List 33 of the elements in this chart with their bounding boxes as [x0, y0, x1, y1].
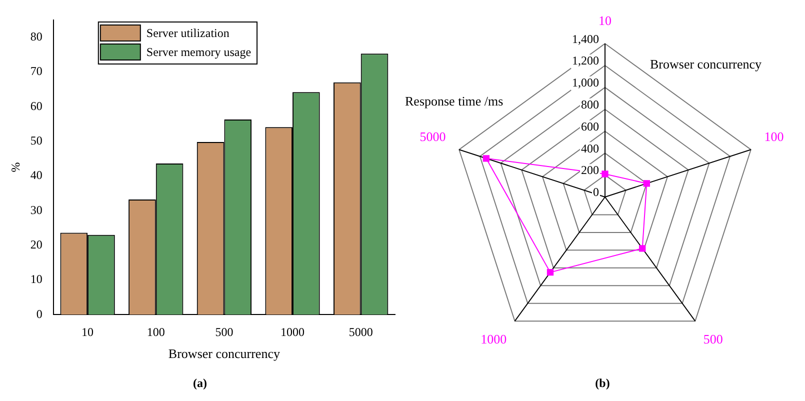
- y-tick-label: 1,400: [572, 32, 599, 46]
- y-tick-label: 800: [581, 98, 599, 112]
- y-tick-label: 80: [30, 29, 42, 44]
- legend-label: Server memory usage: [146, 45, 252, 60]
- y-tick-label: 1,000: [572, 76, 599, 90]
- x-tick-label: 1000: [280, 324, 305, 339]
- y-tick-label: 400: [581, 141, 599, 156]
- text: Browser concurrency: [650, 56, 762, 72]
- legend-label: Server utilization: [146, 26, 230, 40]
- text: (b): [595, 376, 610, 390]
- x-tick-label: 100: [146, 324, 165, 339]
- y-tick-label: 0: [593, 185, 599, 200]
- x-tick-label: 500: [215, 324, 234, 339]
- text: Response time /ms: [405, 93, 504, 108]
- y-tick-label: 40: [30, 168, 42, 182]
- y-tick-label: 600: [581, 119, 599, 134]
- x-tick-label: 5000: [348, 324, 373, 339]
- y-tick-label: 0: [36, 306, 42, 321]
- x-tick-label: 10: [82, 324, 94, 339]
- spoke-label: 100: [764, 128, 784, 144]
- text: (a): [193, 376, 207, 390]
- y-tick-label: 30: [30, 202, 42, 217]
- y-axis-title: %: [8, 162, 22, 172]
- x-axis-title: Browser concurrency: [168, 346, 280, 362]
- y-tick-label: 70: [30, 64, 42, 78]
- spoke-label: 10: [598, 13, 612, 28]
- y-tick-label: 60: [30, 98, 42, 113]
- y-tick-label: 1,200: [572, 54, 599, 68]
- y-tick-label: 10: [30, 272, 42, 286]
- y-tick-label: 20: [30, 237, 42, 252]
- spoke-label: 5000: [420, 128, 446, 144]
- y-tick-label: 50: [30, 133, 42, 148]
- y-tick-label: 200: [581, 163, 599, 178]
